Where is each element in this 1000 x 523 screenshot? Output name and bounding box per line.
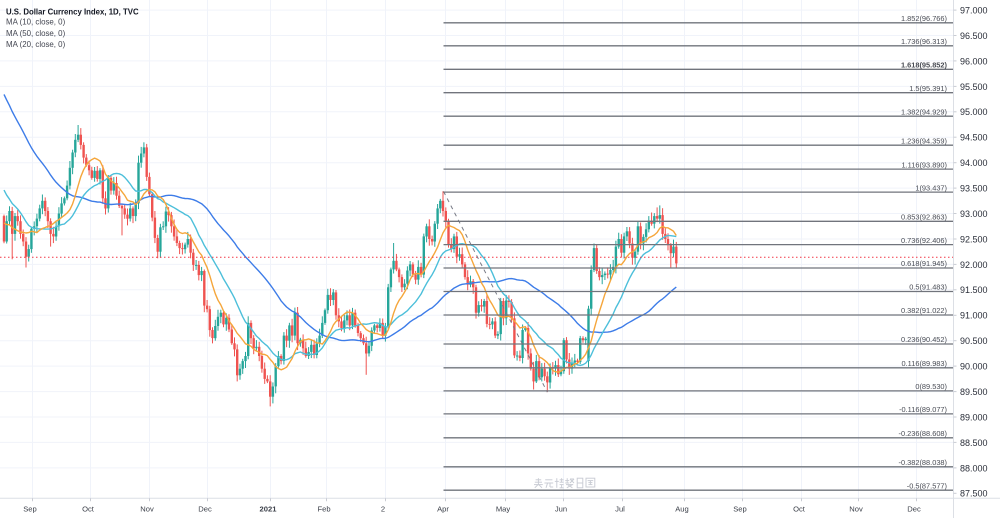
svg-text:1.852(96.766): 1.852(96.766) [901,14,947,23]
svg-text:Feb: Feb [317,505,330,514]
svg-text:U.S. Dollar Currency Index, 1D: U.S. Dollar Currency Index, 1D, TVC [6,8,139,17]
svg-text:96.000: 96.000 [960,56,988,66]
svg-text:1.736(96.313): 1.736(96.313) [901,37,947,46]
svg-text:Jul: Jul [615,505,625,514]
svg-text:95.000: 95.000 [960,107,988,117]
svg-text:92.500: 92.500 [960,234,988,244]
svg-text:88.500: 88.500 [960,438,988,448]
svg-text:96.500: 96.500 [960,31,988,41]
svg-text:Nov: Nov [140,505,154,514]
svg-text:2021: 2021 [260,505,278,514]
svg-text:Dec: Dec [907,505,921,514]
svg-text:92.000: 92.000 [960,260,988,270]
svg-text:Aug: Aug [675,505,689,514]
svg-text:94.500: 94.500 [960,133,988,143]
svg-text:Oct: Oct [793,505,806,514]
svg-text:1.5(95.391): 1.5(95.391) [909,84,947,93]
svg-text:Apr: Apr [437,505,449,514]
svg-text:88.000: 88.000 [960,463,988,473]
svg-text:97.000: 97.000 [960,6,988,16]
svg-text:94.000: 94.000 [960,158,988,168]
svg-text:90.000: 90.000 [960,362,988,372]
svg-text:89.500: 89.500 [960,387,988,397]
svg-text:Oct: Oct [82,505,95,514]
svg-text:1(93.437): 1(93.437) [915,183,947,192]
svg-text:0(89.530): 0(89.530) [915,382,947,391]
svg-text:MA (20, close, 0): MA (20, close, 0) [6,40,66,49]
svg-text:89.000: 89.000 [960,412,988,422]
svg-text:-0.382(88.038): -0.382(88.038) [899,458,947,467]
svg-text:Nov: Nov [849,505,863,514]
svg-text:MA (10, close, 0): MA (10, close, 0) [6,17,66,26]
svg-text:1.116(93.890): 1.116(93.890) [902,160,947,169]
svg-text:-0.116(89.077): -0.116(89.077) [899,405,947,414]
svg-text:-0.236(88.608): -0.236(88.608) [899,429,947,438]
svg-text:Dec: Dec [198,505,212,514]
svg-text:95.500: 95.500 [960,82,988,92]
svg-text:0.382(91.022): 0.382(91.022) [901,306,947,315]
svg-text:0.618(91.945): 0.618(91.945) [901,259,947,268]
svg-text:0.236(90.452): 0.236(90.452) [901,335,947,344]
svg-text:-0.5(87.577): -0.5(87.577) [907,481,947,490]
svg-text:1.382(94.929): 1.382(94.929) [901,107,947,116]
svg-text:1.236(94.359): 1.236(94.359) [901,136,947,145]
svg-text:87.500: 87.500 [960,489,988,499]
svg-text:90.500: 90.500 [960,336,988,346]
svg-text:1.618(95.852): 1.618(95.852) [901,61,948,70]
svg-text:0.116(89.983): 0.116(89.983) [902,359,947,368]
svg-text:Sep: Sep [733,505,747,514]
svg-text:91.000: 91.000 [960,311,988,321]
svg-text:91.500: 91.500 [960,285,988,295]
svg-text:0.736(92.406): 0.736(92.406) [901,236,947,245]
svg-text:2: 2 [381,505,385,514]
svg-text:0.5(91.483): 0.5(91.483) [909,283,947,292]
svg-text:93.500: 93.500 [960,184,988,194]
svg-text:Sep: Sep [23,505,37,514]
svg-text:May: May [496,505,511,514]
svg-text:Jun: Jun [555,505,567,514]
svg-text:93.000: 93.000 [960,209,988,219]
svg-text:0.853(92.863): 0.853(92.863) [901,213,947,222]
svg-text:MA (50, close, 0): MA (50, close, 0) [6,29,66,38]
